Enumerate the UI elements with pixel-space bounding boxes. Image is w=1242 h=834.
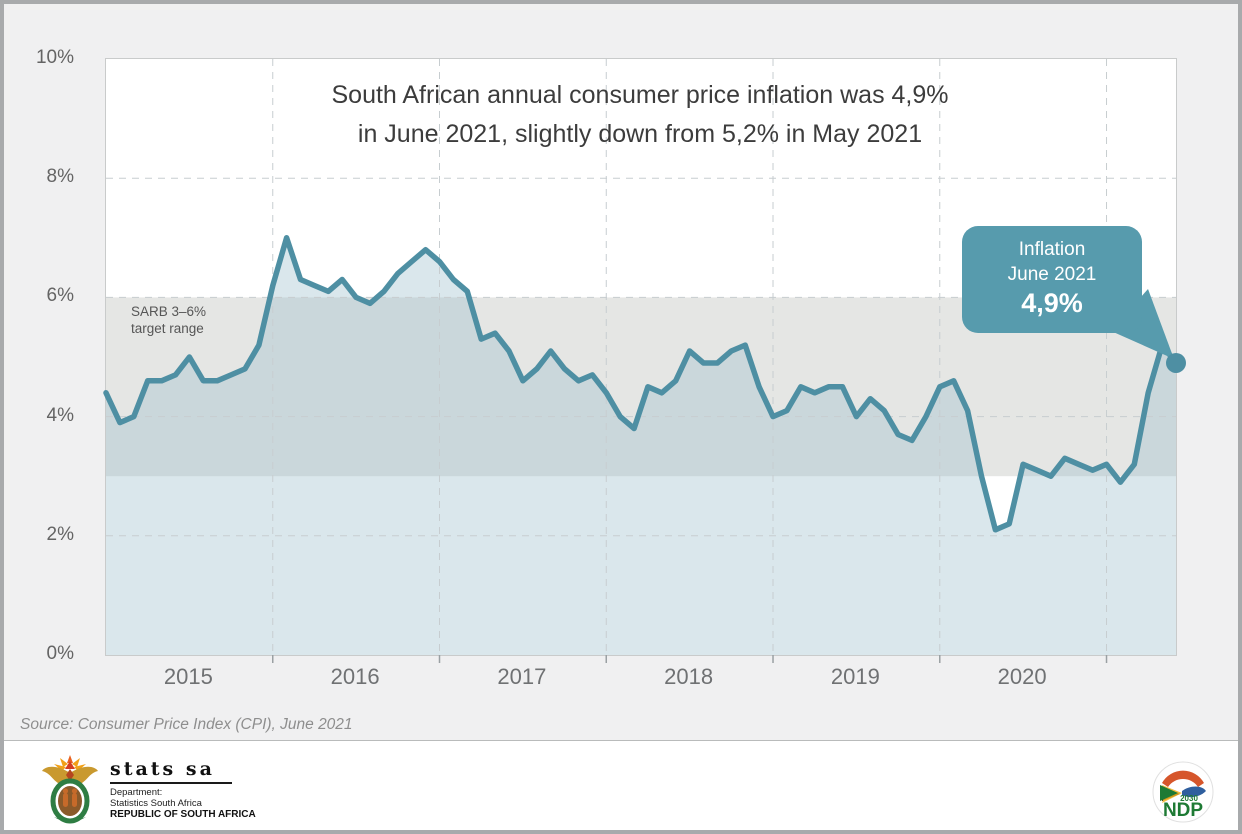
callout-value: 4,9% — [1021, 288, 1083, 318]
ndp-year-label: 2030 — [1180, 794, 1198, 803]
statssa-dept-line1: Department: — [110, 787, 163, 798]
sarb-band-label: SARB 3–6% target range — [131, 303, 206, 337]
x-axis-label: 2016 — [330, 664, 380, 689]
y-axis-label: 2% — [46, 523, 74, 545]
last-point-marker — [1166, 352, 1186, 373]
x-axis-label: 2015 — [163, 664, 213, 689]
callout-tail — [1111, 289, 1174, 359]
y-axis-label: 10% — [35, 47, 74, 68]
x-axis-label: 2019 — [830, 664, 880, 689]
ndp-flag-blue-swoosh — [1182, 786, 1206, 798]
statssa-dept-line3: REPUBLIC OF SOUTH AFRICA — [110, 809, 256, 820]
emblem-shield-icon — [50, 778, 90, 824]
x-axis-label: 2020 — [997, 664, 1047, 689]
chart-title: South African annual consumer price infl… — [105, 76, 1175, 154]
ndp-flag-green-triangle — [1160, 785, 1178, 801]
chart-title-line1: South African annual consumer price infl… — [331, 81, 949, 109]
ndp-2030-logo: 2030 NDP — [1152, 761, 1214, 823]
y-axis-label: 0% — [46, 643, 74, 664]
statssa-text-block: stats sa Department: Statistics South Af… — [110, 759, 330, 821]
statssa-dept-line2: Statistics South Africa — [110, 798, 202, 809]
ndp-flag-red-arc — [1162, 770, 1204, 787]
sarb-band-label-line1: SARB 3–6% — [131, 304, 207, 319]
sa-coat-of-arms-logo — [42, 755, 98, 824]
statssa-underline — [110, 782, 232, 784]
y-axis-label: 8% — [46, 166, 74, 188]
callout-line1: Inflation — [1018, 239, 1086, 260]
inflation-area-fill — [106, 237, 1176, 656]
source-note: Source: Consumer Price Index (CPI), June… — [20, 716, 353, 733]
y-axis-label: 6% — [46, 285, 74, 307]
chart-title-line2: in June 2021, slightly down from 5,2% in… — [357, 120, 923, 148]
ndp-label: NDP — [1163, 800, 1203, 821]
callout-line2: June 2021 — [1007, 264, 1097, 285]
x-axis-label: 2017 — [497, 664, 547, 689]
y-axis-label: 4% — [46, 404, 74, 426]
inflation-callout: Inflation June 2021 4,9% — [962, 226, 1142, 333]
x-axis-label: 2018 — [664, 664, 714, 689]
sarb-band-label-line2: target range — [131, 321, 204, 336]
inflation-line — [103, 235, 1179, 533]
footer-divider — [4, 740, 1238, 741]
plot-area — [103, 58, 1186, 663]
statssa-wordmark: stats sa — [110, 758, 215, 780]
footer: stats sa Department: Statistics South Af… — [4, 741, 1238, 830]
